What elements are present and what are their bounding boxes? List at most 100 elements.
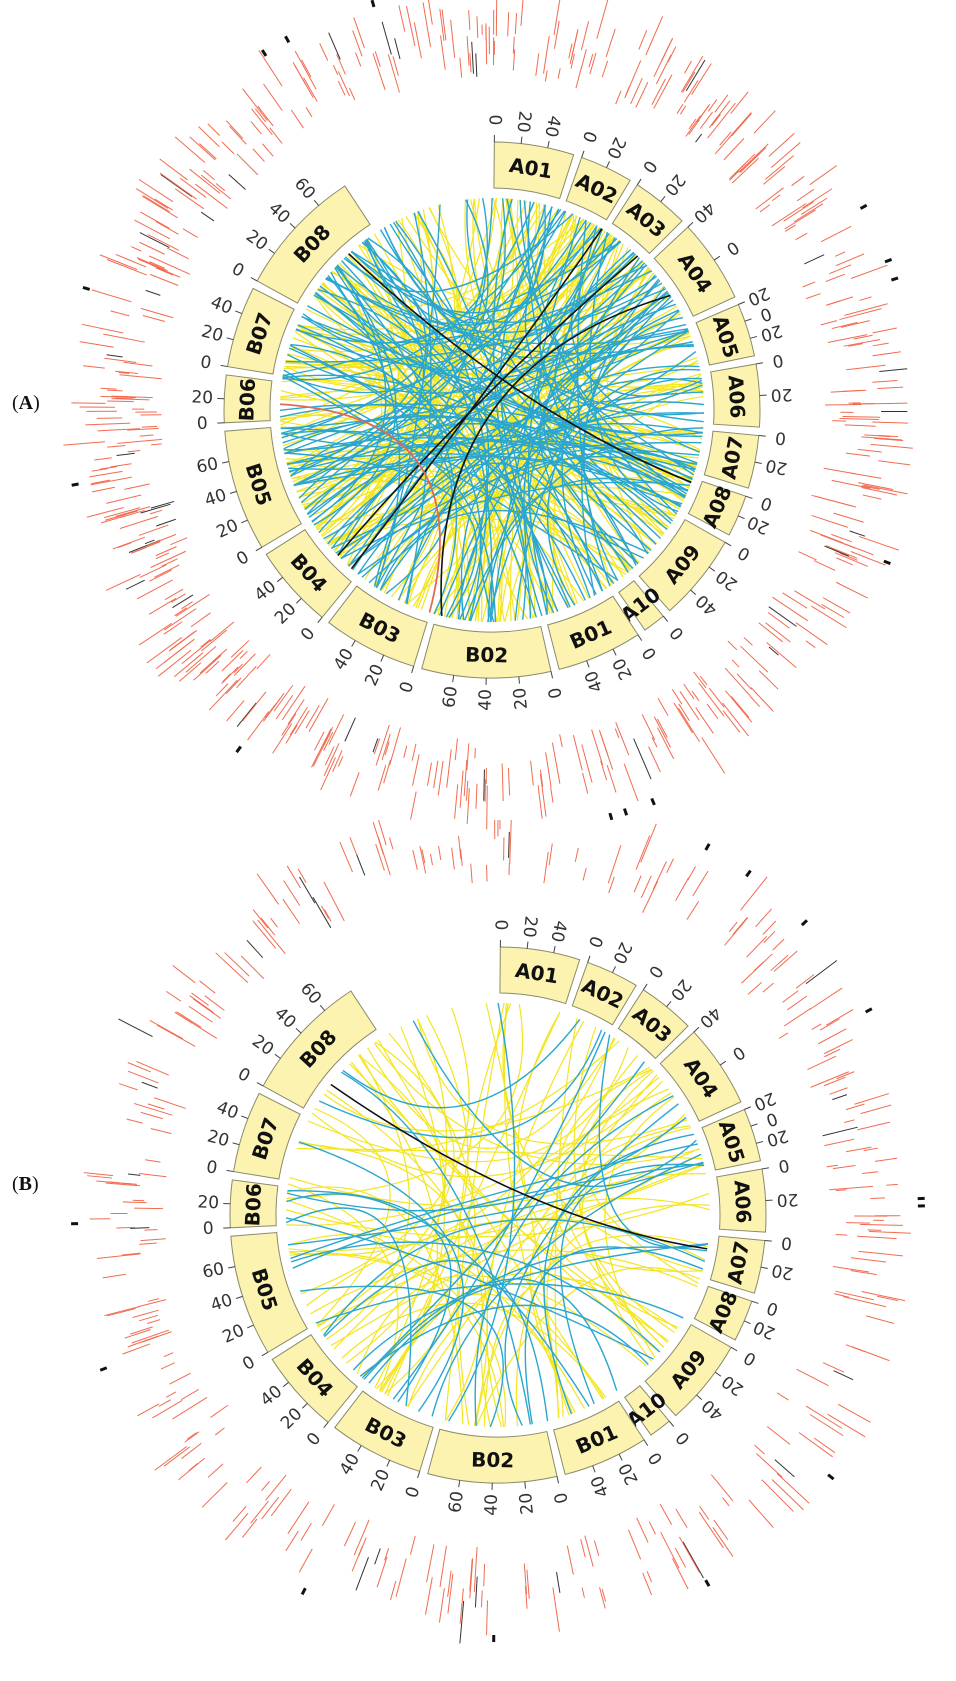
variant-mark: [312, 896, 332, 929]
variant-mark: [409, 1535, 416, 1555]
variant-mark: [539, 769, 544, 787]
variant-mark: [323, 881, 345, 922]
link-blue: [362, 241, 493, 623]
variant-mark: [553, 0, 561, 35]
variant-mark: [193, 654, 222, 681]
variant-mark: [640, 875, 652, 899]
variant-mark: [208, 679, 238, 711]
variant-mark: [96, 1253, 141, 1260]
variant-mark: [793, 203, 824, 223]
link-yellow: [444, 1002, 505, 1421]
variant-mark: [349, 772, 360, 797]
link-yellow: [349, 1063, 660, 1353]
variant-mark: [473, 1546, 478, 1592]
variant-mark: [872, 342, 889, 347]
variant-mark: [106, 1308, 136, 1317]
variant-mark: [221, 141, 235, 155]
variant-mark: [142, 315, 166, 322]
variant-mark: [740, 645, 769, 673]
variant-mark: [166, 990, 182, 1002]
variant-mark: [439, 1545, 447, 1588]
link-blue: [286, 1193, 590, 1407]
variant-mark: [872, 327, 897, 334]
tick-label: 0: [645, 1448, 668, 1468]
variant-mark: [466, 36, 470, 66]
variant-mark: [593, 1540, 600, 1556]
variant-mark: [285, 724, 298, 744]
tick-label: 60: [296, 979, 325, 1008]
variant-mark: [526, 1569, 530, 1599]
variant-mark: [294, 65, 307, 86]
variant-mark: [323, 743, 340, 776]
chromosome-block: [262, 990, 377, 1109]
tick-label: 20: [518, 915, 540, 939]
variant-mark: [160, 174, 193, 198]
tick-label: 0: [402, 1484, 424, 1500]
tick-label: 20: [516, 1492, 538, 1516]
variant-mark: [149, 509, 163, 515]
tick-mark: [229, 490, 237, 494]
variant-mark: [119, 374, 162, 380]
variant-mark: [476, 16, 479, 38]
variant-mark: [512, 49, 516, 71]
variant-mark: [698, 1511, 724, 1549]
outer-marker: [859, 203, 868, 210]
variant-mark: [688, 118, 697, 130]
variant-mark: [287, 699, 305, 725]
variant-mark: [251, 108, 273, 136]
variant-mark: [795, 232, 808, 241]
variant-mark: [83, 1172, 114, 1177]
variant-mark: [844, 424, 876, 427]
variant-mark: [429, 853, 434, 866]
variant-mark: [290, 109, 304, 129]
variant-mark: [666, 858, 674, 874]
variant-mark: [392, 56, 399, 76]
variant-mark: [801, 197, 828, 215]
variant-mark: [762, 982, 774, 993]
variant-mark: [179, 177, 207, 198]
tick-mark: [241, 1115, 249, 1119]
variant-mark: [512, 36, 515, 54]
variant-mark: [81, 323, 124, 334]
variant-mark: [809, 987, 843, 1010]
variant-mark: [459, 1600, 465, 1644]
tick-label: 0: [771, 349, 785, 371]
variant-mark: [840, 320, 870, 328]
variant-mark: [110, 310, 130, 317]
variant-mark: [257, 919, 286, 955]
chromosome-block: [226, 287, 295, 375]
variant-mark: [545, 752, 552, 788]
tick-mark: [730, 1346, 738, 1352]
variant-mark: [730, 91, 749, 114]
variant-mark: [141, 1081, 158, 1089]
link-yellow: [529, 1173, 706, 1413]
tick-label: 0: [644, 961, 667, 981]
tick-mark: [255, 546, 263, 552]
variant-mark: [832, 1164, 856, 1170]
tick-mark: [637, 634, 643, 641]
chromosome-block: [611, 184, 683, 255]
variant-mark: [810, 605, 847, 629]
variant-mark: [827, 300, 841, 306]
variant-mark: [679, 105, 687, 115]
variant-mark: [615, 721, 630, 756]
panel-label-b: (B): [12, 1173, 39, 1195]
link-yellow: [280, 414, 459, 620]
tick-label: 20: [271, 599, 300, 628]
variant-mark: [118, 542, 132, 548]
variant-mark: [240, 955, 265, 980]
tick-label: 0: [234, 1064, 253, 1087]
variant-mark: [233, 653, 256, 676]
variant-mark: [91, 486, 115, 493]
variant-mark: [447, 1573, 454, 1614]
tick-mark: [662, 615, 669, 622]
tick-mark: [235, 310, 243, 314]
variant-mark: [158, 1399, 171, 1407]
variant-mark: [682, 1541, 704, 1579]
variant-mark: [853, 334, 873, 340]
tick-label: 40: [257, 1381, 286, 1410]
variant-mark: [168, 630, 198, 652]
variant-mark: [574, 847, 579, 862]
